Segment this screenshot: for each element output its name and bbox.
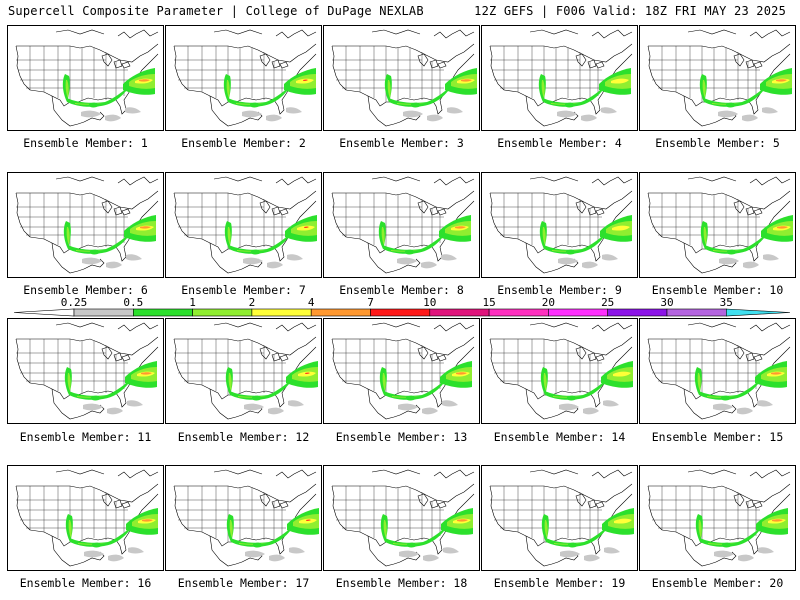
ensemble-member-map (481, 318, 638, 424)
colorbar-swatch (666, 308, 727, 317)
colorbar-swatch (73, 308, 134, 317)
colorbar-over-arrow (725, 308, 790, 317)
ensemble-member-map (323, 465, 480, 571)
colorbar-under-arrow (14, 308, 75, 317)
header-valid-time: 12Z GEFS | F006 Valid: 18Z FRI MAY 23 20… (474, 4, 786, 18)
ensemble-member-label: Ensemble Member: 4 (497, 136, 622, 150)
colorbar-legend: 0.25 0.5 1 2 4 7 10 15 20 25 30 35 (14, 297, 790, 317)
ensemble-member-label: Ensemble Member: 18 (335, 576, 468, 590)
colorbar-swatch (548, 308, 609, 317)
colorbar-swatch (607, 308, 668, 317)
ensemble-member-label: Ensemble Member: 7 (181, 283, 306, 297)
colorbar-tick-label: 0.5 (123, 297, 143, 309)
ensemble-member-map (7, 465, 164, 571)
ensemble-member-label: Ensemble Member: 15 (651, 430, 784, 444)
scp-map-image (647, 469, 791, 567)
ensemble-member-map (165, 465, 322, 571)
colorbar-tick-label: 25 (601, 297, 614, 309)
scp-map-image (15, 29, 159, 127)
ensemble-member-map (165, 25, 322, 131)
ensemble-member-label: Ensemble Member: 8 (339, 283, 464, 297)
scp-map-image (489, 176, 633, 274)
scp-map-image (489, 29, 633, 127)
colorbar-tick-label: 1 (189, 297, 196, 309)
ensemble-member-map (7, 172, 164, 278)
scp-map-image (331, 176, 475, 274)
ensemble-member-map (323, 318, 480, 424)
ensemble-member-map (323, 172, 480, 278)
ensemble-member-label: Ensemble Member: 17 (177, 576, 310, 590)
ensemble-member-label: Ensemble Member: 19 (493, 576, 626, 590)
colorbar-swatch (133, 308, 193, 317)
ensemble-member-map (639, 172, 796, 278)
header-title: Supercell Composite Parameter | College … (8, 4, 424, 18)
scp-map-image (489, 322, 633, 420)
ensemble-member-map (7, 318, 164, 424)
colorbar-tick-label: 15 (482, 297, 495, 309)
ensemble-member-map (481, 465, 638, 571)
scp-map-image (331, 469, 475, 567)
colorbar-swatch (370, 308, 431, 317)
colorbar-swatch (429, 308, 490, 317)
colorbar-swatch (251, 308, 312, 317)
ensemble-member-label: Ensemble Member: 14 (493, 430, 626, 444)
colorbar-tick-label: 7 (367, 297, 374, 309)
scp-map-image (173, 176, 317, 274)
colorbar-swatch (310, 308, 371, 317)
ensemble-member-label: Ensemble Member: 12 (177, 430, 310, 444)
ensemble-member-map (165, 172, 322, 278)
scp-map-image (489, 469, 634, 567)
ensemble-member-label: Ensemble Member: 11 (19, 430, 152, 444)
colorbar-swatch (192, 308, 253, 317)
ensemble-member-map (481, 25, 638, 131)
ensemble-member-label: Ensemble Member: 1 (23, 136, 148, 150)
ensemble-member-label: Ensemble Member: 20 (651, 576, 784, 590)
ensemble-member-map (639, 318, 796, 424)
ensemble-member-map (481, 172, 638, 278)
ensemble-member-label: Ensemble Member: 16 (19, 576, 152, 590)
colorbar-tick-label: 4 (308, 297, 315, 309)
ensemble-member-map (639, 465, 796, 571)
scp-map-image (647, 322, 791, 420)
ensemble-member-map (323, 25, 480, 131)
scp-map-image (15, 176, 159, 274)
scp-map-image (15, 322, 159, 420)
ensemble-member-map (165, 318, 322, 424)
colorbar-tick-label: 0.25 (61, 297, 88, 309)
scp-map-image (647, 29, 792, 127)
ensemble-member-map (639, 25, 796, 131)
colorbar-tick-label: 10 (423, 297, 436, 309)
ensemble-member-label: Ensemble Member: 9 (497, 283, 622, 297)
scp-map-image (173, 322, 318, 420)
ensemble-member-label: Ensemble Member: 3 (339, 136, 464, 150)
colorbar-tick-label: 35 (720, 297, 733, 309)
ensemble-member-label: Ensemble Member: 5 (655, 136, 780, 150)
ensemble-member-label: Ensemble Member: 10 (651, 283, 784, 297)
colorbar-tick-label: 2 (249, 297, 256, 309)
ensemble-member-map (7, 25, 164, 131)
scp-map-image (15, 469, 159, 567)
scp-map-image (331, 322, 475, 420)
scp-map-image (331, 29, 477, 127)
ensemble-member-label: Ensemble Member: 2 (181, 136, 306, 150)
colorbar-tick-label: 20 (542, 297, 555, 309)
scp-map-image (647, 176, 793, 274)
colorbar-swatch (488, 308, 549, 317)
scp-map-image (173, 29, 317, 127)
colorbar-tick-label: 30 (660, 297, 673, 309)
scp-map-image (173, 469, 319, 567)
ensemble-member-label: Ensemble Member: 13 (335, 430, 468, 444)
ensemble-member-label: Ensemble Member: 6 (23, 283, 148, 297)
